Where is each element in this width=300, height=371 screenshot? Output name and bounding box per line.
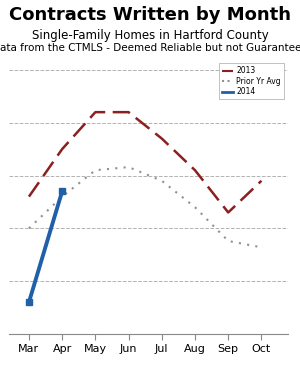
Text: Single-Family Homes in Hartford County: Single-Family Homes in Hartford County (32, 29, 268, 42)
Legend: 2013, Prior Yr Avg, 2014: 2013, Prior Yr Avg, 2014 (219, 63, 284, 99)
Text: Data from the CTMLS - Deemed Reliable but not Guaranteed: Data from the CTMLS - Deemed Reliable bu… (0, 43, 300, 53)
Text: Contracts Written by Month: Contracts Written by Month (9, 6, 291, 24)
